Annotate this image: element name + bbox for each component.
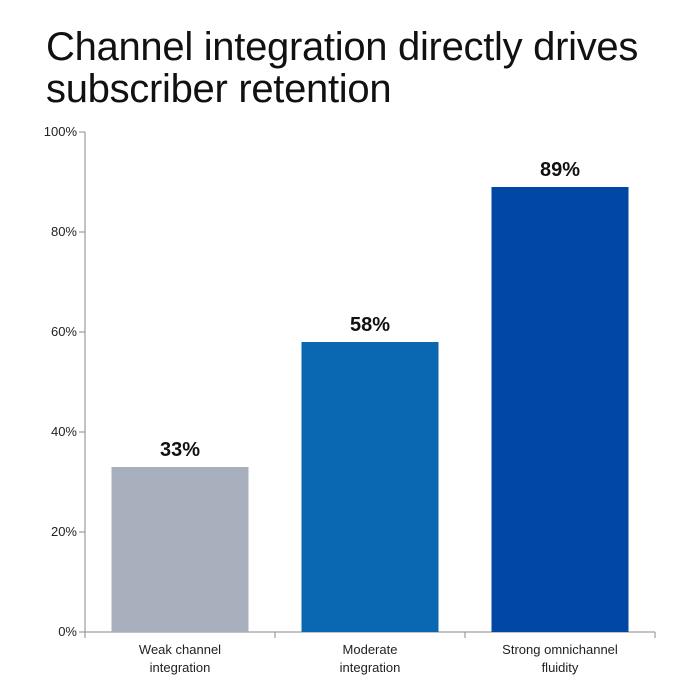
x-category-label: Weak channel bbox=[139, 642, 221, 657]
x-category-label: integration bbox=[340, 660, 401, 675]
bar bbox=[491, 187, 629, 632]
x-category-label: fluidity bbox=[542, 660, 579, 675]
chart-title-line-2: subscriber retention bbox=[46, 67, 392, 111]
y-tick-label: 20% bbox=[51, 524, 77, 539]
y-tick-label: 80% bbox=[51, 224, 77, 239]
bar bbox=[111, 467, 249, 632]
bar-value-label: 33% bbox=[160, 439, 200, 461]
x-category-label: Moderate bbox=[343, 642, 398, 657]
chart-title: Channel integration directly drives subs… bbox=[46, 26, 676, 110]
x-category-label: Strong omnichannel bbox=[502, 642, 618, 657]
y-tick-label: 60% bbox=[51, 324, 77, 339]
chart-title-line-1: Channel integration directly drives bbox=[46, 25, 639, 69]
bar bbox=[301, 342, 439, 632]
bar-value-label: 89% bbox=[540, 159, 580, 181]
y-tick-label: 40% bbox=[51, 424, 77, 439]
x-category-label: integration bbox=[150, 660, 211, 675]
y-tick-label: 100% bbox=[44, 124, 78, 139]
bar-value-label: 58% bbox=[350, 314, 390, 336]
y-tick-label: 0% bbox=[58, 624, 77, 639]
